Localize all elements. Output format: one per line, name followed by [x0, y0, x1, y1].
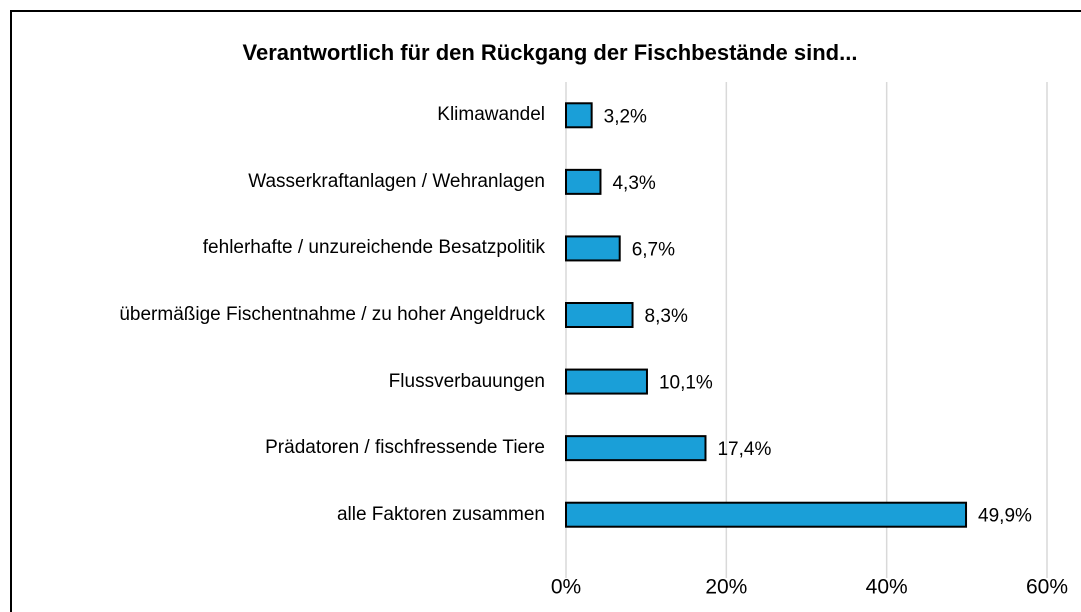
value-label: 17,4% — [717, 439, 771, 460]
y-tick-label: alle Faktoren zusammen — [105, 503, 545, 527]
y-tick-text: übermäßige Fischentnahme / zu hoher Ange… — [119, 304, 545, 325]
x-tick-label: 40% — [866, 576, 908, 599]
bar — [565, 302, 634, 328]
bar — [565, 168, 602, 195]
bar — [565, 235, 621, 262]
value-label: 3,2% — [604, 106, 647, 127]
bar — [565, 435, 707, 462]
bar — [565, 102, 593, 129]
y-tick-text: Klimawandel — [437, 104, 545, 126]
y-tick-text: Flussverbauungen — [388, 370, 545, 392]
x-tick-label: 0% — [551, 576, 581, 599]
value-label: 49,9% — [978, 506, 1032, 527]
y-tick-label: Flussverbauungen — [105, 370, 545, 394]
y-tick-text: alle Faktoren zusammen — [336, 503, 545, 525]
x-tick-label: 60% — [1026, 576, 1068, 599]
x-tick-label: 20% — [705, 576, 747, 599]
y-tick-label: Prädatoren / fischfressende Tiere — [105, 436, 545, 460]
y-tick-label: übermäßige Fischentnahme / zu hoher Ange… — [105, 303, 545, 327]
y-tick-label: Wasserkraftanlagen / Wehranlagen — [105, 170, 545, 194]
frame — [10, 10, 1081, 612]
y-tick-label: Klimawandel — [105, 103, 545, 127]
y-tick-label: fehlerhafte / unzureichende Besatzpoliti… — [105, 236, 545, 260]
y-tick-text: Wasserkraftanlagen / Wehranlagen — [248, 170, 545, 192]
bar — [565, 368, 648, 395]
chart-title: Verantwortlich für den Rückgang der Fisc… — [243, 40, 858, 65]
y-tick-text: fehlerhafte / unzureichende Besatzpoliti… — [202, 237, 545, 259]
y-tick-text: Prädatoren / fischfressende Tiere — [265, 437, 545, 459]
value-label: 6,7% — [632, 239, 675, 260]
value-label: 10,1% — [659, 373, 713, 394]
bar — [565, 501, 968, 528]
value-label: 4,3% — [612, 173, 655, 194]
value-label: 8,3% — [645, 306, 688, 327]
